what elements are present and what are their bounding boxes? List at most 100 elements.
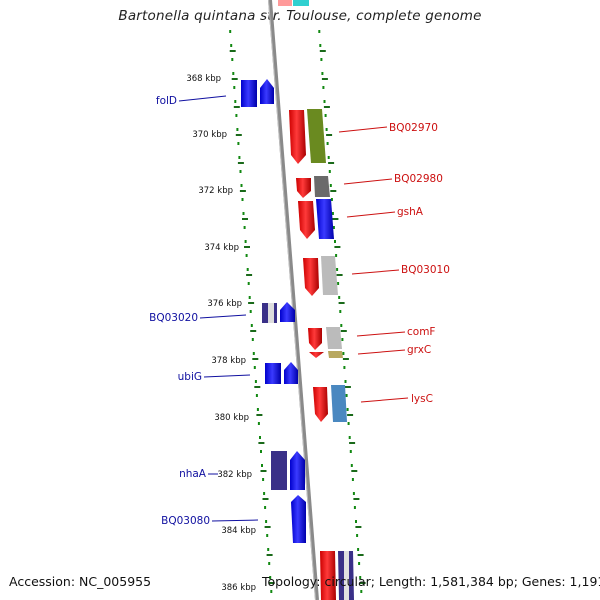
scale-tick	[244, 246, 250, 248]
guide-dot	[254, 380, 257, 383]
guide-dot	[359, 576, 362, 579]
guide-dot	[337, 282, 340, 285]
feature-bq02970-1	[289, 110, 306, 164]
guide-dot	[328, 170, 331, 173]
feature-ubig-2	[284, 362, 298, 384]
feature-nhaa-2	[290, 451, 305, 490]
scale-tick	[334, 246, 341, 248]
guide-dot	[335, 254, 338, 257]
scale-tick	[266, 554, 273, 556]
scale-label-372: 372 kbp	[198, 186, 233, 196]
guide-dot	[253, 366, 256, 369]
gene-label-bq03010[interactable]: BQ03010	[401, 264, 450, 276]
guide-dot	[248, 296, 251, 299]
guide-dot	[338, 296, 341, 299]
guide-dot	[267, 548, 270, 551]
map-title: Bartonella quintana str. Toulouse, compl…	[118, 8, 482, 24]
scale-label-376: 376 kbp	[207, 299, 242, 309]
scale-ticks	[229, 50, 366, 584]
scale-tick	[268, 582, 275, 584]
guide-dot	[346, 408, 349, 411]
gene-label-bq03020[interactable]: BQ03020	[149, 312, 198, 324]
gene-label-grxc[interactable]: grxC	[407, 344, 431, 356]
guide-dot	[264, 506, 267, 509]
guide-dot	[256, 408, 259, 411]
guide-dot	[266, 534, 269, 537]
guide-dot	[230, 44, 233, 47]
feature-fold-2	[260, 79, 274, 104]
gene-label-bq02980[interactable]: BQ02980	[394, 173, 443, 185]
scale-tick	[323, 106, 330, 108]
guide-dot	[238, 156, 241, 159]
scale-label-378: 378 kbp	[211, 356, 246, 366]
feature-comf-1	[308, 328, 322, 350]
guide-dot	[235, 114, 238, 117]
guide-dot	[360, 590, 363, 593]
gene-label-bq02970[interactable]: BQ02970	[389, 122, 438, 134]
guide-dot	[231, 58, 234, 61]
scale-tick	[264, 526, 271, 528]
feature-bq02980-2	[314, 176, 330, 197]
feature-bq03010-2	[321, 256, 338, 295]
gene-label-comf[interactable]: comF	[407, 326, 435, 338]
scale-label-370: 370 kbp	[192, 130, 227, 140]
guide-dot	[326, 142, 329, 145]
scale-tick	[254, 386, 261, 388]
guide-dot	[263, 492, 266, 495]
feature-nhaa-1	[271, 451, 287, 490]
guide-dot	[232, 72, 235, 75]
left-features	[241, 79, 306, 543]
guide-dot	[245, 254, 248, 257]
guide-dot	[355, 520, 357, 523]
scale-label-374: 374 kbp	[204, 243, 239, 253]
scale-tick	[237, 162, 244, 164]
gene-label-fold[interactable]: folD	[156, 95, 177, 107]
guide-dot	[322, 86, 325, 89]
scale-tick	[256, 414, 263, 416]
guide-dot	[251, 338, 254, 341]
scale-tick	[347, 414, 354, 416]
guide-dot	[350, 464, 353, 467]
guide-dot	[241, 198, 244, 201]
guide-dot	[329, 184, 332, 187]
guide-dot	[332, 226, 335, 229]
scale-tick	[330, 190, 337, 192]
scale-tick	[242, 218, 248, 220]
gene-label-bq03080[interactable]: BQ03080	[161, 515, 210, 527]
feature-bq03010-1	[303, 258, 319, 296]
scale-tick	[328, 162, 335, 164]
feature-fold-1	[241, 80, 257, 107]
guide-dot	[324, 114, 327, 117]
feature-lysc-1	[313, 387, 328, 422]
gene-label-ubig[interactable]: ubiG	[178, 371, 202, 383]
guide-dot	[240, 184, 243, 187]
scale-tick	[357, 554, 364, 556]
scale-tick	[229, 50, 236, 52]
scale-label-384: 384 kbp	[221, 526, 256, 536]
guide-dot	[270, 590, 273, 593]
gene-label-gsha[interactable]: gshA	[397, 206, 424, 218]
scale-label-382: 382 kbp	[217, 470, 252, 480]
genome-backbone-highlight	[268, 0, 316, 600]
guide-dot	[257, 422, 260, 425]
genome-backbone	[268, 0, 319, 600]
guide-dot	[345, 394, 348, 397]
guide-dot	[325, 128, 328, 131]
guide-dot	[250, 324, 253, 327]
guide-dot	[247, 282, 250, 285]
scale-tick	[344, 386, 351, 388]
guide-dot	[249, 310, 252, 313]
guide-dot	[262, 478, 265, 481]
feature-bq03080	[291, 495, 306, 543]
scale-tick	[231, 78, 238, 80]
accession-label: Accession: NC_005955	[9, 574, 152, 589]
guide-dot	[341, 338, 344, 341]
guide-dot	[343, 366, 346, 369]
guide-dot	[255, 394, 258, 397]
gene-label-nhaa[interactable]: nhaA	[179, 468, 207, 480]
scale-tick	[250, 330, 257, 332]
feature-grxc-2	[328, 351, 343, 358]
gene-label-lysc[interactable]: lysC	[411, 393, 433, 405]
guide-dot	[320, 58, 323, 61]
guide-dot	[252, 352, 255, 355]
